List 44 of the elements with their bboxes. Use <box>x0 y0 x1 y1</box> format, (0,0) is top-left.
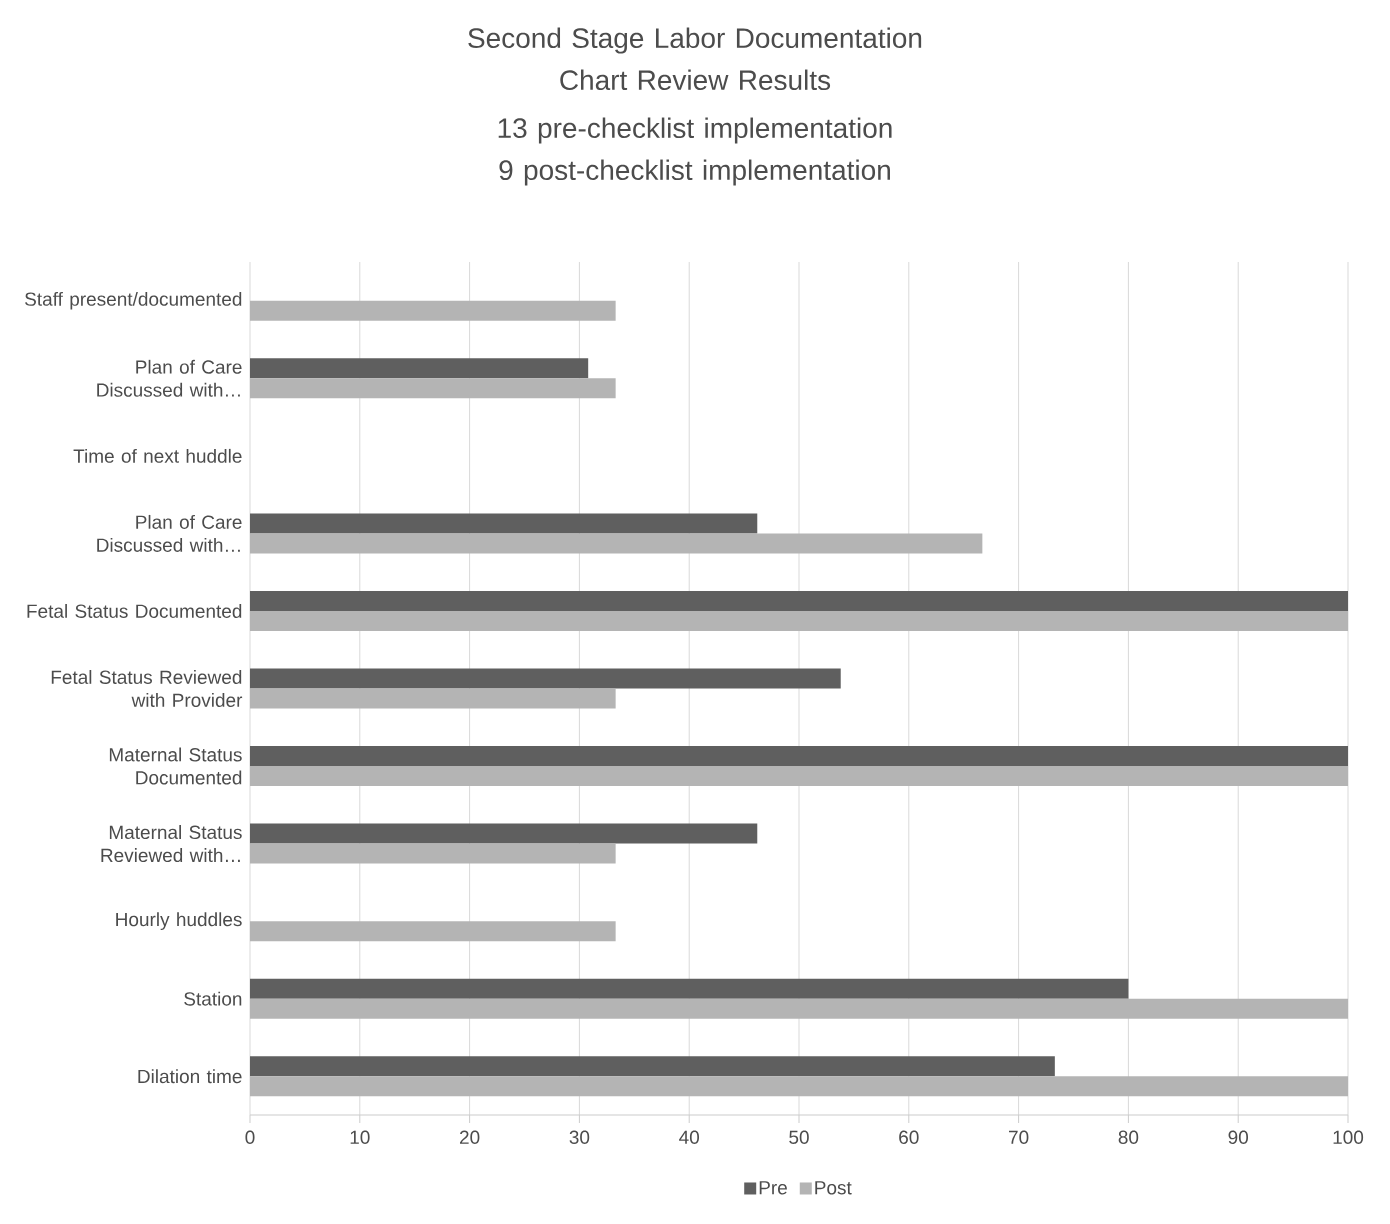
x-tick-label: 0 <box>245 1130 255 1144</box>
bar <box>250 1056 1055 1077</box>
y-tick-label: Plan of Care Discussed with… <box>97 514 242 552</box>
legend-label: Post <box>815 1181 852 1195</box>
bar <box>250 378 616 399</box>
x-tick-label: 60 <box>899 1130 919 1144</box>
x-tick-label: 70 <box>1009 1130 1029 1144</box>
bar <box>250 533 983 554</box>
x-tick-label: 40 <box>679 1130 700 1144</box>
bar <box>250 1076 1348 1097</box>
bar <box>250 590 1348 611</box>
y-tick-label: Maternal Status Reviewed with… <box>101 825 242 863</box>
bar <box>250 766 1348 787</box>
bar <box>250 921 616 942</box>
bar <box>250 746 1348 767</box>
x-tick-label: 100 <box>1333 1130 1364 1144</box>
x-tick-label: 50 <box>789 1130 809 1144</box>
bar <box>250 823 758 844</box>
bar <box>250 358 589 379</box>
x-tick-label: 20 <box>459 1130 480 1144</box>
y-tick-label: Maternal Status Documented <box>109 747 242 785</box>
bar <box>250 688 616 709</box>
bar <box>250 610 1348 631</box>
y-tick-label: Plan of Care Discussed with… <box>97 359 242 397</box>
x-tick-label: 90 <box>1228 1130 1249 1144</box>
x-tick-label: 80 <box>1118 1130 1139 1144</box>
bar <box>250 513 758 534</box>
chart-title: Second Stage Labor Documentation Chart Review Results <box>468 27 922 91</box>
bar <box>250 978 1129 999</box>
y-tick-label: Fetal Status Reviewed with Provider <box>51 670 243 707</box>
bar <box>250 998 1348 1019</box>
y-tick-label: Staff present/documented <box>25 291 242 310</box>
y-tick-label: Fetal Status Documented <box>27 603 242 618</box>
y-tick-label: Hourly huddles <box>116 912 242 930</box>
y-tick-label: Time of next huddle <box>73 448 242 463</box>
bar <box>250 843 616 864</box>
y-tick-label: Station <box>184 991 242 1006</box>
bar <box>250 668 841 689</box>
y-tick-label: Dilation time <box>138 1069 242 1084</box>
x-tick-label: 10 <box>350 1130 370 1144</box>
bar <box>250 300 616 321</box>
chart-subtitle: 13 pre-checklist implementation 9 post-checklist implementation <box>498 117 892 186</box>
x-tick-label: 30 <box>569 1130 590 1144</box>
legend-label: Pre <box>759 1181 787 1195</box>
